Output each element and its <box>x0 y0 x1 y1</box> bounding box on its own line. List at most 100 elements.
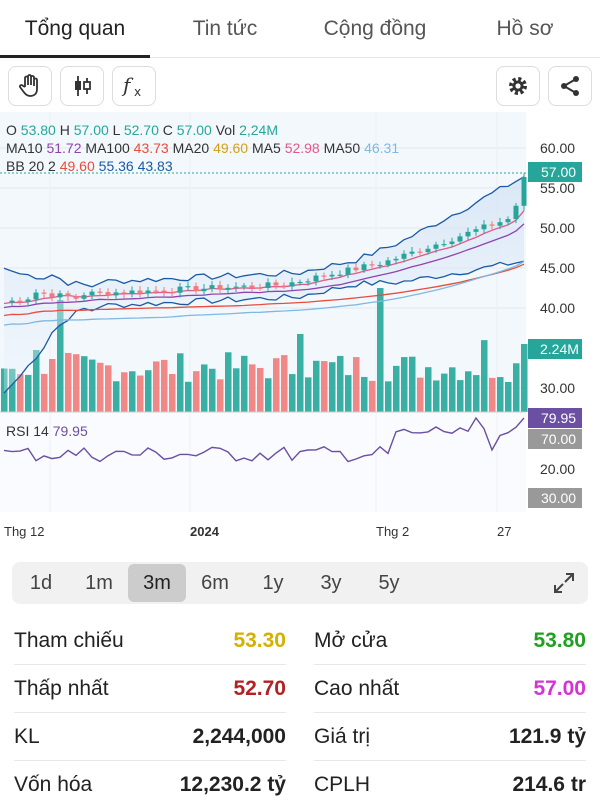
price-tick: 55.00 <box>540 180 575 196</box>
ma-legend: MA10 51.72 MA100 43.73 MA20 49.60 MA5 52… <box>6 140 400 156</box>
hand-tool-button[interactable] <box>8 66 52 106</box>
range-1d-button[interactable]: 1d <box>29 571 53 594</box>
volume-bar <box>89 359 96 412</box>
candle-body <box>73 296 79 299</box>
volume-bar <box>169 373 176 412</box>
volume-bar <box>377 288 384 412</box>
volume-bar <box>137 375 144 412</box>
last-volume-tag <box>528 339 582 359</box>
candle-body <box>81 295 87 299</box>
candle-body <box>385 260 391 265</box>
stat-volume: KL 2,244,000 <box>14 713 286 761</box>
rsi-lower-tag <box>528 488 582 508</box>
candle-body <box>409 251 415 254</box>
candle-body <box>473 229 479 232</box>
ma100-line <box>3 263 525 317</box>
high-price-value: 57.00 <box>533 676 586 700</box>
volume-bar <box>481 340 488 412</box>
range-6m-button[interactable]: 6m <box>201 571 229 594</box>
ma10-line <box>3 223 525 309</box>
price-chart[interactable]: 60.00 55.00 50.00 45.00 40.00 30.00 57.0… <box>0 112 600 552</box>
open-value: 53.80 <box>20 122 56 138</box>
volume-bar <box>401 357 408 412</box>
range-3y-button[interactable]: 3y <box>320 571 342 594</box>
volume-bar <box>105 365 112 412</box>
candle-body <box>441 244 447 246</box>
rsi-legend: RSI 14 79.95 <box>6 423 88 439</box>
bb-mid-value: 49.60 <box>59 158 95 174</box>
volume-bar <box>9 368 16 412</box>
volume-bar <box>489 377 496 412</box>
last-volume-label: 2.24M <box>540 341 579 357</box>
volume-bar <box>33 350 40 412</box>
price-tick: 30.00 <box>540 380 575 396</box>
rsi-upper-label: 70.00 <box>541 431 576 447</box>
top-tabs: Tổng quan Tin tức Cộng đồng Hồ sơ <box>0 0 600 58</box>
ma50-value: 46.31 <box>364 140 400 156</box>
volume-bar <box>449 367 456 412</box>
volume-bar <box>217 379 224 412</box>
range-3m-button[interactable]: 3m <box>128 564 186 602</box>
candle-body <box>241 285 247 287</box>
candle-body <box>369 264 375 266</box>
svg-text:x: x <box>134 85 141 99</box>
candle-body <box>161 290 167 293</box>
settings-button[interactable] <box>496 66 540 106</box>
ma100-value: 43.73 <box>133 140 169 156</box>
candle-body <box>41 292 47 294</box>
candle-body <box>49 293 55 298</box>
price-tick: 60.00 <box>540 140 575 156</box>
volume-bar <box>289 374 296 412</box>
market-cap-value: 12,230.2 tỷ <box>179 773 286 796</box>
volume-bar <box>321 361 328 412</box>
volume-bar <box>409 356 416 412</box>
volume-bar <box>297 334 304 412</box>
candle-body <box>449 241 455 245</box>
volume-bar <box>185 381 192 412</box>
volume-bar <box>121 372 128 412</box>
stat-high: Cao nhất 57.00 <box>314 665 586 713</box>
tab-news[interactable]: Tin tức <box>192 16 258 40</box>
candle-body <box>273 282 279 286</box>
tab-overview[interactable]: Tổng quan <box>0 0 150 58</box>
candle-body <box>65 293 71 297</box>
volume-bar <box>73 354 80 412</box>
tab-community[interactable]: Cộng đồng <box>323 16 427 40</box>
rsi-upper-tag <box>528 429 582 449</box>
candle-body <box>137 290 143 294</box>
candle-body <box>225 287 231 290</box>
candle-body <box>505 219 511 223</box>
volume-bar <box>233 368 240 412</box>
volume-bar <box>521 344 528 412</box>
range-1m-button[interactable]: 1m <box>85 571 113 594</box>
volume-bar <box>193 371 200 412</box>
fullscreen-button[interactable] <box>552 571 576 600</box>
moving-averages <box>3 210 525 326</box>
candle-body <box>121 292 127 294</box>
last-price-tag <box>528 162 582 182</box>
range-5y-button[interactable]: 5y <box>378 571 400 594</box>
volume-bar <box>129 371 136 412</box>
shares-outstanding-value: 214.6 tr <box>512 773 586 796</box>
volume-bar <box>145 370 152 412</box>
candle-body <box>105 292 111 296</box>
candlestick-icon <box>75 76 91 96</box>
range-1y-button[interactable]: 1y <box>262 571 284 594</box>
ohlc-legend: O 53.80 H 57.00 L 52.70 C 57.00 Vol 2,24… <box>6 122 279 138</box>
gear-icon <box>509 77 527 95</box>
candle-body <box>417 251 423 253</box>
volume-bar <box>25 374 32 412</box>
stat-shares: CPLH 214.6 tr <box>314 773 586 796</box>
candle-body <box>249 285 255 288</box>
candle-body <box>185 286 191 288</box>
share-button[interactable] <box>548 66 592 106</box>
rsi-current-tag <box>528 408 582 428</box>
volume-bar <box>273 358 280 412</box>
candle-type-button[interactable] <box>60 66 104 106</box>
reference-value: 53.30 <box>233 628 286 652</box>
volume-bar <box>337 355 344 412</box>
tab-profile[interactable]: Hồ sơ <box>496 16 554 40</box>
candle-body <box>145 290 151 294</box>
low-price-value: 52.70 <box>233 676 286 700</box>
